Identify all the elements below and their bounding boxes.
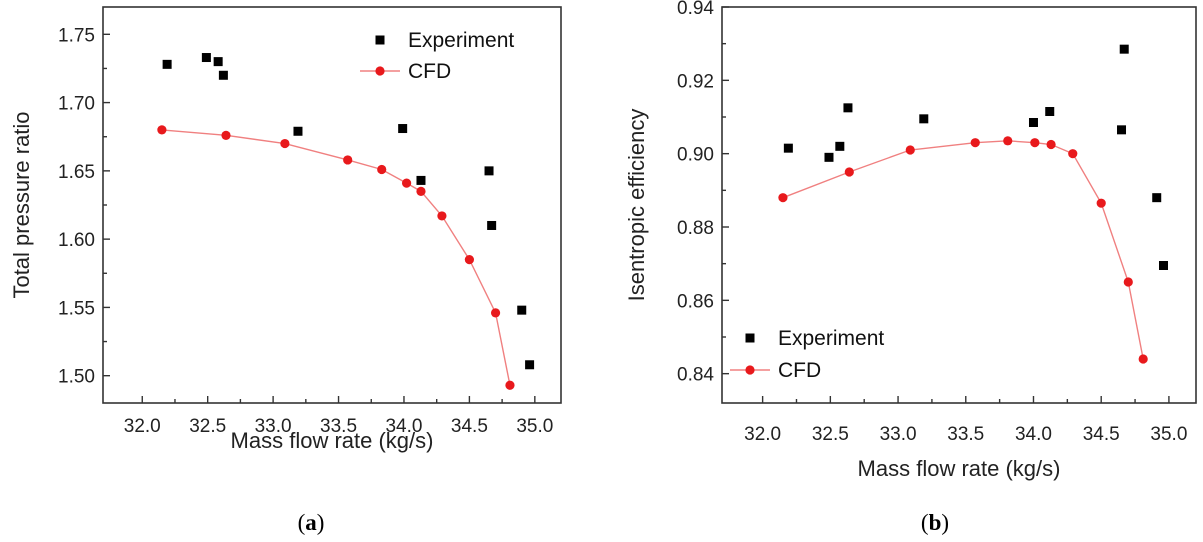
experiment-point <box>416 175 426 185</box>
plot-frame-b <box>721 6 1197 404</box>
legend-swatch-circle <box>375 66 385 76</box>
ticks-a: 32.0 32.5 33.0 33.5 34.0 34.5 35.0 1.50 1.55 1.60… <box>58 25 553 437</box>
x-tick-label: 32.5 <box>812 424 849 445</box>
experiment-point <box>293 126 303 136</box>
panel-caption-a: (a) <box>298 510 325 535</box>
cfd-point <box>377 164 387 175</box>
legend-label: CFD <box>778 359 821 382</box>
cfd-point <box>505 380 515 390</box>
y-tick-label: 1.60 <box>58 230 95 251</box>
experiment-point <box>162 59 172 69</box>
cfd-point <box>464 255 474 265</box>
x-tick-label: 32.0 <box>124 416 161 437</box>
cfd-point <box>157 125 167 135</box>
legend-b: Experiment CFD <box>730 327 884 382</box>
x-tick-label: 35.0 <box>1150 424 1187 445</box>
cfd-point <box>778 193 788 203</box>
cfd-point <box>343 155 353 165</box>
experiment-point <box>1119 44 1129 54</box>
experiment-point <box>487 220 497 230</box>
x-tick-label: 34.0 <box>1015 424 1052 445</box>
experiment-point <box>517 305 527 315</box>
experiment-point <box>1028 118 1038 127</box>
legend-swatch-square <box>375 35 385 45</box>
experiment-point <box>484 166 494 176</box>
experiment-point <box>1117 125 1127 135</box>
panel-b: 32.0 32.5 33.0 33.5 34.0 34.5 35.0 0.84 0.86 0.88… <box>624 0 1197 535</box>
plot-frame-a <box>102 6 562 404</box>
legend-swatch-circle <box>745 365 755 375</box>
y-tick-label: 0.92 <box>677 71 714 92</box>
cfd-point <box>221 130 231 140</box>
x-tick-label: 33.0 <box>255 416 292 437</box>
experiment-point <box>835 141 845 151</box>
cfd-point <box>280 138 290 149</box>
experiment-point <box>783 143 793 153</box>
panel-caption-letter-a: a <box>305 510 317 535</box>
cfd-point <box>1123 277 1133 287</box>
legend-label: CFD <box>408 60 451 83</box>
y-tick-label: 0.94 <box>677 0 714 19</box>
y-tick-label: 0.88 <box>677 218 714 239</box>
y-tick-label: 0.90 <box>677 145 714 166</box>
experiment-point <box>919 114 929 124</box>
legend-label: Experiment <box>778 327 884 350</box>
y-tick-label: 1.65 <box>58 162 95 183</box>
cfd-point <box>437 211 447 221</box>
cfd-point <box>1138 354 1148 364</box>
y-tick-label: 1.50 <box>58 367 95 388</box>
x-tick-label: 33.5 <box>947 424 984 445</box>
y-tick-label: 1.70 <box>58 94 95 115</box>
panel-caption-letter-b: b <box>929 510 942 535</box>
cfd-point <box>490 308 501 318</box>
data-marks-b <box>778 44 1168 364</box>
experiment-point <box>525 360 535 370</box>
legend-label: Experiment <box>408 29 514 52</box>
cfd-point <box>1096 198 1106 208</box>
x-tick-label: 32.0 <box>744 424 781 445</box>
cfd-point <box>1046 139 1056 150</box>
y-tick-label: 1.75 <box>58 25 95 46</box>
x-tick-label: 33.0 <box>880 424 917 445</box>
legend-a: Experiment CFD <box>360 29 514 83</box>
x-axis-title-a: Mass flow rate (kg/s) <box>231 428 434 453</box>
x-tick-label: 34.5 <box>451 416 488 437</box>
panel-caption-b: (b) <box>921 510 949 535</box>
x-tick-label: 32.5 <box>189 416 226 437</box>
cfd-point <box>970 138 980 148</box>
cfd-point <box>1003 136 1013 146</box>
cfd-series-line <box>161 129 511 386</box>
experiment-point <box>213 57 223 67</box>
x-tick-label: 33.5 <box>320 416 357 437</box>
cfd-point <box>844 167 854 177</box>
x-tick-label: 34.5 <box>1083 424 1120 445</box>
experiment-point <box>1158 261 1168 270</box>
experiment-point <box>218 70 228 80</box>
x-tick-label: 34.0 <box>385 416 422 437</box>
x-axis-title-b: Mass flow rate (kg/s) <box>858 456 1061 481</box>
cfd-point <box>401 178 412 188</box>
cfd-line-a <box>161 129 511 386</box>
experiment-point <box>398 124 408 134</box>
legend-swatch-square <box>745 333 755 343</box>
cfd-point <box>1030 138 1040 148</box>
y-tick-label: 1.55 <box>58 298 95 319</box>
y-tick-label: 0.86 <box>677 291 714 312</box>
y-tick-label: 0.84 <box>677 365 714 386</box>
y-axis-title-a: Total pressure ratio <box>9 111 34 298</box>
experiment-point <box>824 152 834 162</box>
data-marks-a <box>157 53 535 390</box>
panel-a: 32.0 32.5 33.0 33.5 34.0 34.5 35.0 1.50 1.55 1.60… <box>9 6 562 535</box>
experiment-point <box>201 53 211 63</box>
experiment-point <box>843 103 853 113</box>
x-tick-label: 35.0 <box>516 416 553 437</box>
experiment-point <box>1152 193 1162 203</box>
cfd-point <box>905 145 915 155</box>
cfd-point <box>1068 149 1078 159</box>
experiment-point <box>1045 107 1055 116</box>
cfd-point <box>416 186 426 196</box>
ticks-b: 32.0 32.5 33.0 33.5 34.0 34.5 35.0 0.84 0.86 0.88… <box>677 0 1187 445</box>
y-axis-title-b: Isentropic efficiency <box>624 109 649 302</box>
